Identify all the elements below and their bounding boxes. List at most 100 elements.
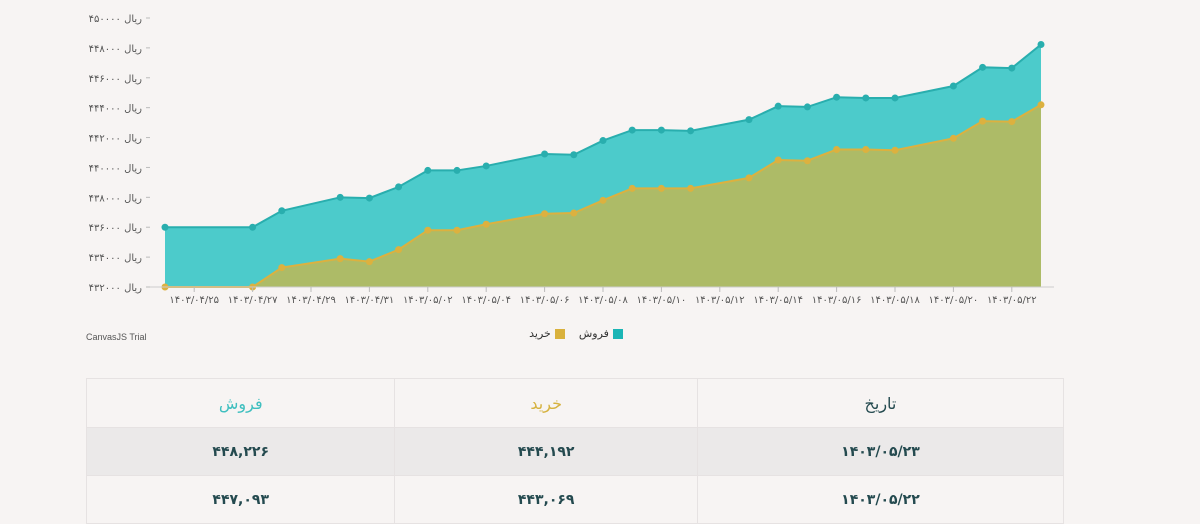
data-point[interactable] (891, 94, 899, 102)
x-tick-label: ۱۴۰۳/۰۵/۰۶ (520, 295, 570, 306)
y-tick-label: ریال ۴۳۴۰۰۰ (89, 253, 143, 264)
x-tick-label: ۱۴۰۳/۰۴/۳۱ (345, 295, 395, 306)
header-buy: خرید (394, 378, 698, 428)
x-tick-label: ۱۴۰۳/۰۵/۰۲ (403, 295, 453, 306)
data-point[interactable] (599, 196, 607, 204)
legend-swatch-sell-icon (612, 328, 623, 339)
data-point[interactable] (803, 157, 811, 165)
header-date: تاریخ (696, 378, 1065, 428)
data-point[interactable] (365, 194, 373, 202)
data-point[interactable] (482, 162, 490, 170)
cell-buy: ۴۴۴,۱۹۲ (394, 427, 698, 476)
data-point[interactable] (395, 183, 403, 191)
table-row: ۱۴۰۳/۰۵/۲۲ ۴۴۳,۰۶۹ ۴۴۷,۰۹۳ (85, 475, 1065, 524)
x-tick-label: ۱۴۰۳/۰۵/۱۰ (637, 295, 687, 306)
data-point[interactable] (424, 226, 432, 234)
y-axis: ریال ۴۳۲۰۰۰ ریال ۴۳۴۰۰۰ ریال ۴۳۶۰۰۰ ریال ۴۳… (89, 14, 150, 294)
data-point[interactable] (628, 184, 636, 192)
data-point[interactable] (424, 166, 432, 174)
data-point[interactable] (278, 264, 286, 272)
x-tick-label: ۱۴۰۳/۰۴/۲۷ (228, 295, 278, 306)
chart-legend: فروش خرید (0, 327, 1176, 340)
data-point[interactable] (541, 150, 549, 158)
chart-canvas: ریال ۴۳۲۰۰۰ ریال ۴۳۴۰۰۰ ریال ۴۳۶۰۰۰ ریال ۴۳… (89, 14, 1054, 306)
trial-watermark: CanvasJS Trial (86, 332, 147, 342)
data-point[interactable] (774, 156, 782, 164)
x-tick-label: ۱۴۰۳/۰۵/۱۶ (812, 295, 862, 306)
data-point[interactable] (862, 146, 870, 154)
legend-item-buy[interactable]: خرید (529, 327, 565, 340)
data-point[interactable] (161, 223, 169, 231)
cell-date: ۱۴۰۳/۰۵/۲۳ (696, 427, 1065, 476)
y-tick-label: ریال ۴۴۲۰۰۰ (89, 134, 143, 145)
cell-buy: ۴۴۳,۰۶۹ (394, 475, 698, 524)
data-point[interactable] (833, 93, 841, 101)
table-row: ۱۴۰۳/۰۵/۲۳ ۴۴۴,۱۹۲ ۴۴۸,۲۲۶ (85, 427, 1065, 476)
legend-label-sell: فروش (578, 327, 609, 340)
y-tick-label: ریال ۴۴۰۰۰۰ (89, 163, 143, 174)
x-tick-label: ۱۴۰۳/۰۵/۱۴ (753, 295, 803, 306)
y-tick-label: ریال ۴۴۴۰۰۰ (89, 104, 143, 115)
data-point[interactable] (482, 220, 490, 228)
data-point[interactable] (745, 116, 753, 124)
x-tick-label: ۱۴۰۳/۰۵/۰۴ (461, 295, 511, 306)
price-area-chart: ریال ۴۳۲۰۰۰ ریال ۴۳۴۰۰۰ ریال ۴۳۶۰۰۰ ریال ۴۳… (0, 14, 1176, 342)
data-point[interactable] (687, 184, 695, 192)
data-point[interactable] (833, 146, 841, 154)
data-point[interactable] (541, 210, 549, 218)
y-tick-label: ریال ۴۵۰۰۰۰ (89, 14, 143, 25)
data-point[interactable] (599, 137, 607, 145)
x-tick-label: ۱۴۰۳/۰۴/۲۵ (169, 295, 219, 306)
data-point[interactable] (570, 151, 578, 159)
price-history-table: تاریخ خرید فروش ۱۴۰۳/۰۵/۲۳ ۴۴۴,۱۹۲ ۴۴۸,۲… (85, 378, 1065, 524)
y-tick-label: ریال ۴۴۸۰۰۰ (89, 44, 143, 55)
cell-sell: ۴۴۸,۲۲۶ (85, 427, 396, 476)
data-point[interactable] (687, 127, 695, 135)
x-tick-label: ۱۴۰۳/۰۴/۲۹ (286, 295, 336, 306)
data-point[interactable] (628, 126, 636, 134)
data-point[interactable] (1008, 118, 1016, 126)
x-tick-label: ۱۴۰۳/۰۵/۱۲ (695, 295, 745, 306)
data-point[interactable] (979, 63, 987, 71)
y-tick-label: ریال ۴۴۶۰۰۰ (89, 74, 143, 85)
legend-label-buy: خرید (529, 327, 551, 340)
table-header-row: تاریخ خرید فروش (85, 378, 1065, 428)
data-point[interactable] (395, 246, 403, 254)
data-point[interactable] (774, 102, 782, 110)
cell-date: ۱۴۰۳/۰۵/۲۲ (696, 475, 1065, 524)
data-point[interactable] (657, 184, 665, 192)
chart-areas (161, 41, 1045, 291)
data-point[interactable] (336, 255, 344, 263)
legend-swatch-buy-icon (554, 328, 565, 339)
data-point[interactable] (803, 103, 811, 111)
data-point[interactable] (453, 166, 461, 174)
header-sell: فروش (85, 378, 396, 428)
data-point[interactable] (1037, 101, 1045, 109)
y-tick-label: ریال ۴۳۶۰۰۰ (89, 223, 143, 234)
y-tick-label: ریال ۴۳۸۰۰۰ (89, 193, 143, 204)
x-axis: ۱۴۰۳/۰۴/۲۵ ۱۴۰۳/۰۴/۲۷ ۱۴۰۳/۰۴/۲۹ ۱۴۰۳/۰۴/۳۱… (150, 286, 1054, 306)
data-point[interactable] (949, 82, 957, 90)
x-tick-label: ۱۴۰۳/۰۵/۲۲ (987, 295, 1037, 306)
data-point[interactable] (336, 193, 344, 201)
data-point[interactable] (570, 209, 578, 217)
data-point[interactable] (1037, 41, 1045, 49)
legend-item-sell[interactable]: فروش (579, 327, 623, 340)
data-point[interactable] (657, 126, 665, 134)
x-tick-label: ۱۴۰۳/۰۵/۰۸ (578, 295, 628, 306)
y-tick-label: ریال ۴۳۲۰۰۰ (89, 283, 143, 294)
data-point[interactable] (891, 146, 899, 154)
cell-sell: ۴۴۷,۰۹۳ (85, 475, 396, 524)
data-point[interactable] (1008, 64, 1016, 72)
data-point[interactable] (249, 223, 257, 231)
data-point[interactable] (862, 94, 870, 102)
x-tick-label: ۱۴۰۳/۰۵/۱۸ (870, 295, 920, 306)
data-point[interactable] (278, 207, 286, 215)
data-point[interactable] (949, 134, 957, 142)
data-point[interactable] (979, 117, 987, 125)
data-point[interactable] (745, 174, 753, 182)
data-point[interactable] (453, 226, 461, 234)
x-tick-label: ۱۴۰۳/۰۵/۲۰ (929, 295, 979, 306)
area-buy (165, 104, 1041, 287)
data-point[interactable] (365, 258, 373, 266)
